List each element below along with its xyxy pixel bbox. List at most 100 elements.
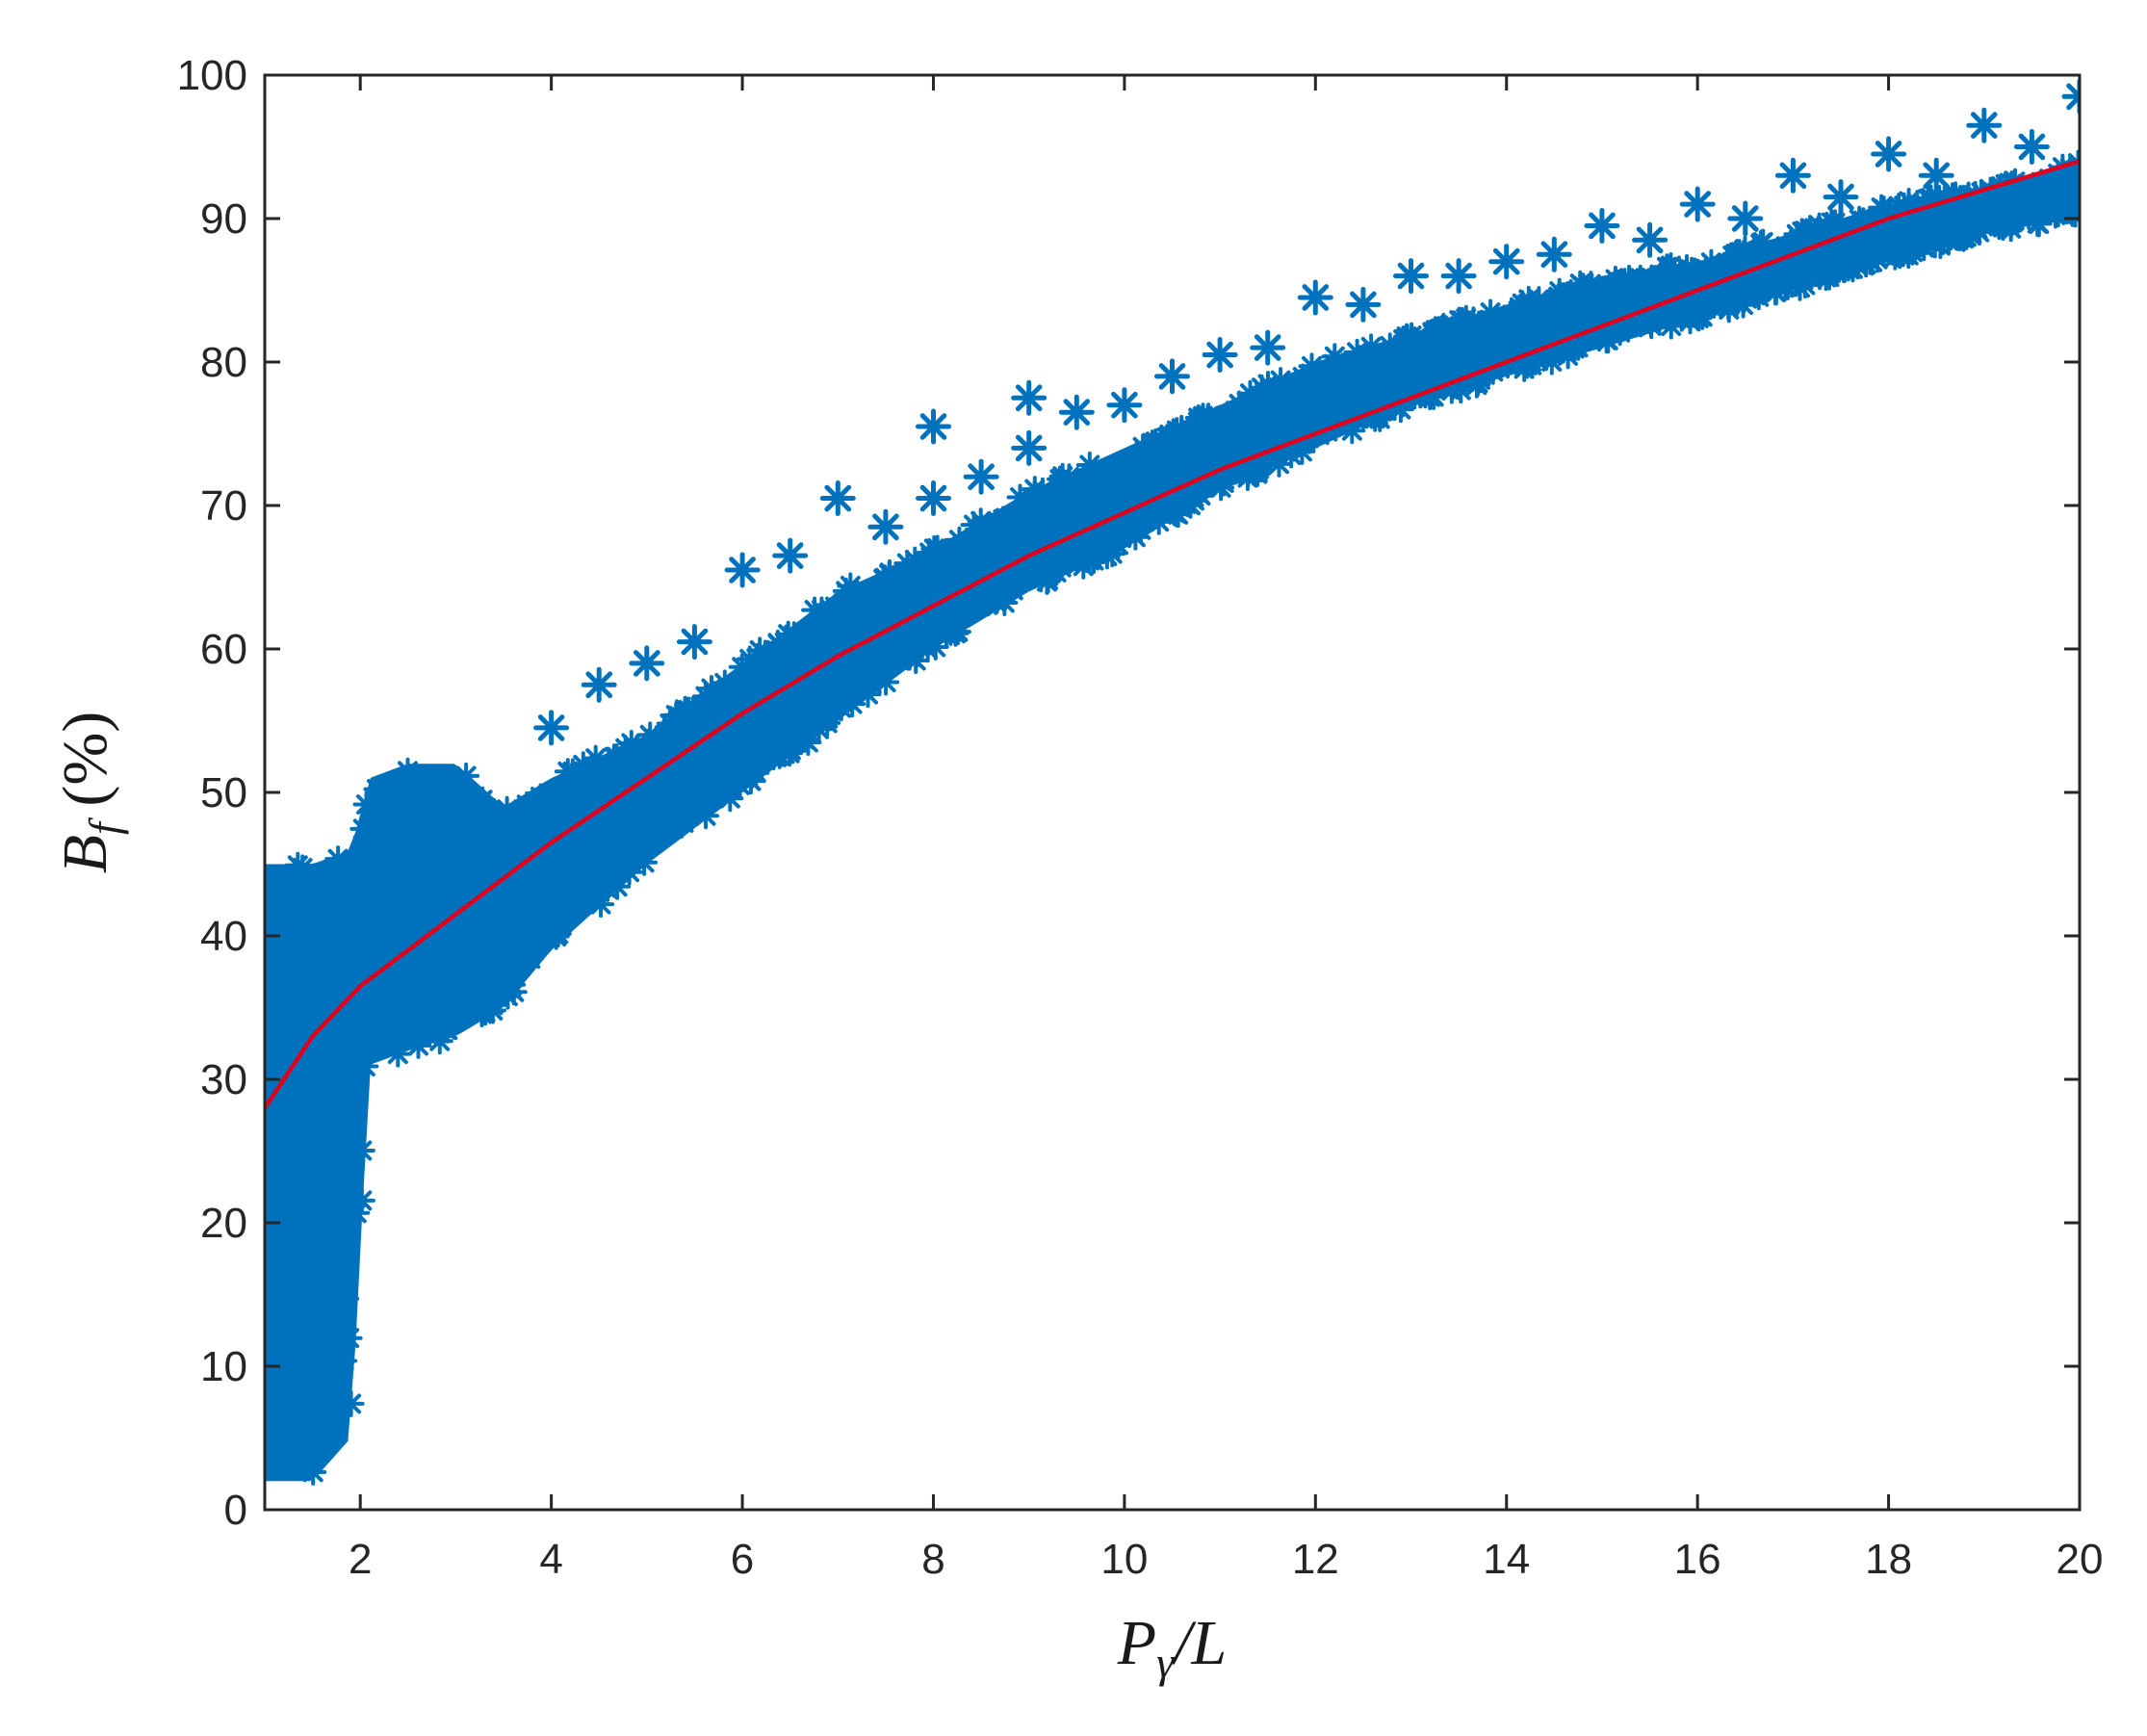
scatter-point: [384, 1040, 412, 1068]
scatter-point: [1302, 416, 1330, 444]
scatter-point: [670, 713, 698, 741]
scatter-point: [479, 997, 506, 1024]
scatter-point: [1115, 453, 1143, 479]
scatter-point: [2058, 199, 2080, 227]
scatter-point: [539, 898, 567, 926]
scatter-point: [465, 968, 493, 996]
y-tick-label: 60: [200, 626, 247, 673]
scatter-point: [1021, 476, 1048, 504]
scatter-point: [313, 869, 341, 896]
scatter-point: [1243, 455, 1271, 483]
scatter-cloud-fill: [265, 161, 2080, 1482]
scatter-point: [278, 901, 306, 929]
scatter-point: [1957, 212, 1985, 240]
outlier-point: [1250, 329, 1286, 366]
scatter-point: [1164, 486, 1192, 514]
scatter-point: [1321, 343, 1349, 371]
scatter-point: [426, 1027, 453, 1055]
scatter-point: [659, 715, 685, 743]
scatter-point: [692, 802, 719, 830]
scatter-point: [892, 635, 919, 662]
scatter-point: [649, 810, 677, 837]
outlier-point: [1106, 387, 1143, 424]
scatter-point: [324, 845, 352, 873]
scatter-point: [663, 810, 691, 838]
outlier-point: [533, 710, 570, 746]
scatter-point: [2035, 169, 2063, 197]
scatter-point: [698, 675, 725, 703]
scatter-point: [1069, 542, 1097, 570]
scatter-point: [353, 833, 381, 861]
scatter-point: [334, 928, 362, 956]
scatter-point: [343, 1199, 371, 1227]
scatter-point: [1246, 445, 1274, 473]
scatter-point: [268, 1403, 295, 1431]
scatter-point: [643, 820, 671, 848]
scatter-point: [1936, 219, 1964, 246]
scatter-point: [1577, 271, 1605, 298]
scatter-point: [1141, 501, 1169, 529]
scatter-point: [1013, 492, 1040, 520]
scatter-point: [916, 539, 944, 567]
scatter-point: [1848, 212, 1875, 239]
scatter-point: [763, 629, 791, 657]
scatter-point: [297, 1322, 324, 1350]
scatter-point: [302, 1334, 330, 1361]
scatter-point: [777, 737, 805, 764]
scatter-point: [375, 773, 402, 801]
scatter-point: [1804, 221, 1832, 249]
outlier-point: [1536, 236, 1572, 272]
scatter-point: [1846, 205, 1874, 233]
outlier-point: [1584, 208, 1620, 244]
scatter-point: [828, 604, 856, 632]
scatter-point: [725, 764, 753, 791]
scatter-point: [1077, 467, 1105, 495]
scatter-point: [387, 978, 415, 1006]
outlier-point: [1632, 221, 1668, 258]
scatter-point: [923, 534, 951, 562]
scatter-point: [1545, 277, 1573, 305]
scatter-point: [1823, 259, 1850, 287]
scatter-point: [816, 683, 844, 710]
tick-labels: 2 4 6 8 10 12 14 16 18 20 0 10 20 30 40 50 60 70 80 90 100: [177, 52, 2104, 1583]
scatter-point: [615, 858, 643, 886]
scatter-point: [348, 1137, 375, 1164]
scatter-point: [780, 621, 808, 649]
scatter-point: [424, 982, 452, 1010]
scatter-point: [461, 987, 489, 1014]
x-tick-label: 8: [921, 1536, 944, 1583]
scatter-point: [1381, 394, 1409, 421]
scatter-point: [1061, 481, 1088, 509]
scatter-point: [585, 869, 613, 897]
scatter-point: [394, 1007, 422, 1034]
scatter-point: [1429, 364, 1457, 392]
scatter-point: [1448, 361, 1476, 389]
y-tick-label: 40: [200, 913, 247, 960]
scatter-point: [967, 592, 995, 620]
scatter-point: [783, 636, 811, 664]
scatter-point: [941, 609, 969, 636]
scatter-point: [1338, 417, 1366, 445]
scatter-point: [464, 815, 491, 842]
scatter-point: [1525, 286, 1553, 314]
scatter-point: [768, 646, 796, 674]
scatter-point: [284, 851, 312, 879]
scatter-point: [421, 1016, 449, 1044]
x-tick-label: 20: [2056, 1536, 2104, 1583]
scatter-point: [1554, 342, 1582, 370]
scatter-point: [558, 758, 586, 786]
scatter-point: [801, 700, 828, 728]
scatter-point: [1702, 256, 1730, 284]
scatter-point: [348, 1186, 375, 1214]
scatter-point: [1267, 367, 1295, 395]
scatter-point: [363, 775, 391, 803]
scatter-point: [736, 645, 763, 673]
scatter-point: [1749, 228, 1777, 256]
scatter-point: [1265, 450, 1293, 478]
scatter-point: [1477, 298, 1505, 326]
scatter-point: [1689, 302, 1717, 330]
outlier-point: [867, 508, 904, 545]
outlier-point: [1154, 358, 1190, 395]
scatter-point: [269, 1419, 297, 1447]
x-axis-title-suffix: /L: [1170, 1608, 1227, 1678]
